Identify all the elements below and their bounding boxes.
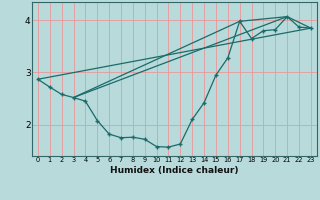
X-axis label: Humidex (Indice chaleur): Humidex (Indice chaleur) (110, 166, 239, 175)
